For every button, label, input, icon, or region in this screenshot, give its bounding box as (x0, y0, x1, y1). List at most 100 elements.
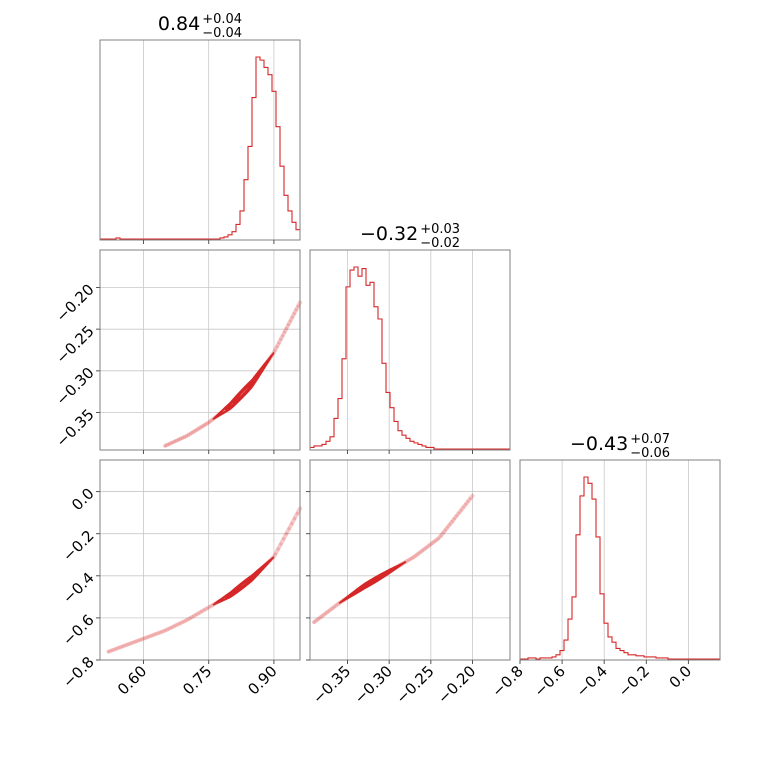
sample-point (183, 619, 187, 623)
sample-point (191, 614, 196, 618)
sample-point (179, 437, 183, 441)
panel-frame (99, 459, 301, 661)
sample-point (120, 644, 124, 649)
joint-panel-p1-p2 (306, 459, 511, 664)
panel-title-p0: 0.84 +0.04−0.04 (158, 12, 242, 41)
sample-point (209, 418, 214, 423)
sample-point (312, 620, 316, 624)
x-tick-label: −0.6 (530, 662, 568, 700)
sample-point (198, 426, 202, 430)
sample-point (443, 528, 447, 532)
sample-point (418, 550, 423, 554)
sample-point (137, 638, 141, 642)
sample-point (115, 646, 119, 651)
sample-point (284, 326, 289, 330)
histogram-p0 (100, 56, 300, 240)
sample-point (190, 431, 194, 435)
sample-point (282, 330, 287, 334)
sample-point (118, 645, 122, 650)
panel-frame (309, 459, 511, 661)
sample-point (407, 558, 411, 562)
sample-point (200, 609, 204, 614)
sample-point (448, 522, 452, 526)
sample-point (314, 618, 319, 622)
joint-panel-p0-p2 (96, 459, 302, 664)
sample-point (134, 639, 138, 643)
sample-point (284, 532, 288, 536)
y-tick-label: −0.6 (59, 611, 97, 649)
sample-point (109, 648, 114, 653)
sample-point (409, 556, 414, 561)
sample-point (457, 511, 461, 515)
sample-point (432, 540, 436, 544)
title-minus: −0.04 (202, 26, 242, 41)
sample-point (163, 444, 167, 448)
histogram-panel-p0 (99, 39, 301, 244)
sample-point (150, 633, 155, 637)
histogram-panel-p2 (519, 459, 721, 664)
sample-point (434, 538, 438, 542)
sample-point (169, 625, 174, 630)
x-tick-label: 0.60 (114, 662, 150, 698)
x-tick-label: −0.8 (488, 662, 526, 700)
sample-point (205, 421, 210, 425)
sample-point (167, 627, 171, 631)
sample-point (159, 630, 163, 634)
x-tick-label: 0.75 (179, 662, 215, 698)
x-tick-labels: 0.60 0.75 0.90 −0.35−0.30−0.25−0.20 −0.8 −0.6… (114, 662, 695, 707)
x-tick-label: 0.90 (244, 662, 280, 698)
sample-point (196, 427, 200, 431)
sample-point (123, 643, 127, 648)
sample-point (167, 442, 171, 446)
title-plus: +0.03 (420, 222, 460, 237)
x-tick-label: −0.30 (351, 662, 396, 707)
title-plus: +0.07 (630, 432, 670, 447)
sample-point (430, 541, 434, 546)
sample-point (281, 334, 285, 338)
sample-point (194, 428, 198, 432)
sample-point (177, 438, 181, 442)
panel-frame (519, 459, 721, 661)
y-tick-label: −0.8 (59, 653, 97, 691)
sample-point (292, 311, 296, 316)
sample-point (273, 552, 278, 556)
sample-point (273, 348, 277, 353)
title-median: −0.32 (360, 223, 418, 245)
sample-point (292, 516, 297, 521)
sample-points (107, 511, 299, 654)
sample-point (321, 613, 325, 617)
x-tick-label: 0.0 (666, 662, 696, 692)
sample-point (412, 555, 416, 559)
title-minus: −0.06 (630, 446, 670, 461)
contour-1 (232, 575, 255, 594)
sample-point (126, 642, 130, 647)
sample-point (279, 337, 283, 342)
sample-point (328, 608, 332, 612)
sample-point (165, 443, 169, 447)
sample-point (446, 525, 450, 529)
sample-point (169, 441, 173, 445)
sample-point (112, 647, 116, 652)
sample-point (452, 517, 457, 521)
sample-point (208, 605, 212, 609)
sample-point (128, 641, 133, 646)
joint-panel-p0-p1 (96, 249, 302, 454)
x-tick-label: −0.4 (573, 662, 611, 700)
sample-point (455, 514, 459, 518)
panel-frame (309, 249, 511, 451)
sample-point (175, 438, 179, 443)
sample-point (142, 636, 146, 640)
density-band (163, 300, 302, 448)
sample-point (207, 420, 212, 424)
title-plus: +0.04 (202, 12, 242, 27)
sample-point (330, 606, 334, 610)
sample-point (427, 543, 432, 547)
sample-point (148, 634, 152, 638)
sample-point (107, 649, 111, 654)
sample-point (405, 559, 409, 563)
sample-point (131, 640, 135, 645)
title-median: −0.43 (570, 433, 628, 455)
sample-point (139, 637, 144, 641)
sample-point (197, 611, 201, 615)
sample-point (275, 345, 279, 349)
